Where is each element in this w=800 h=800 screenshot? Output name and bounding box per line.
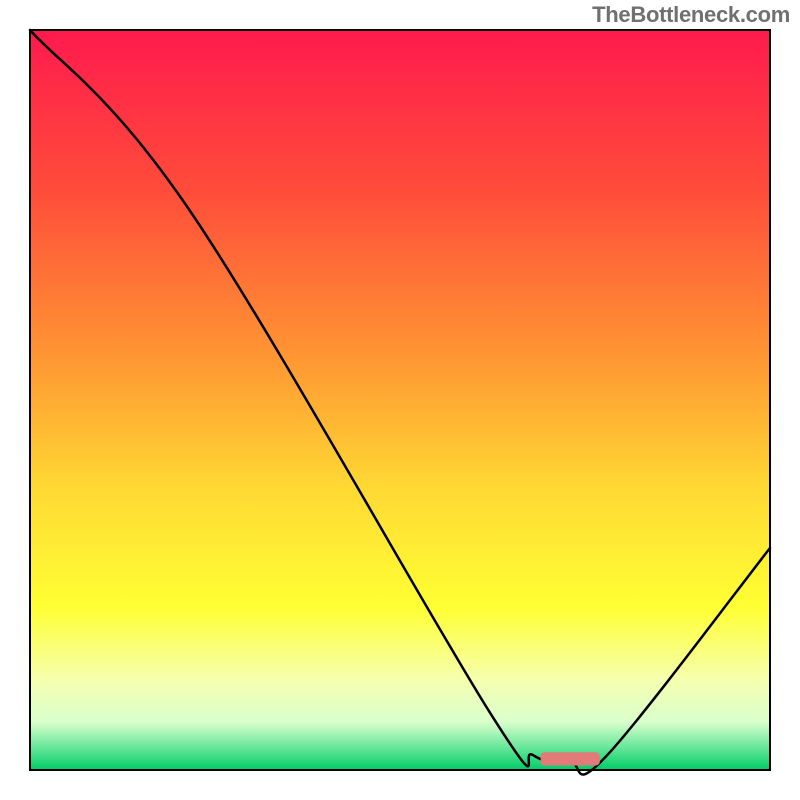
chart-container: TheBottleneck.com [0, 0, 800, 800]
bottleneck-chart [0, 0, 800, 800]
optimal-marker [541, 752, 600, 765]
plot-background [30, 30, 770, 770]
